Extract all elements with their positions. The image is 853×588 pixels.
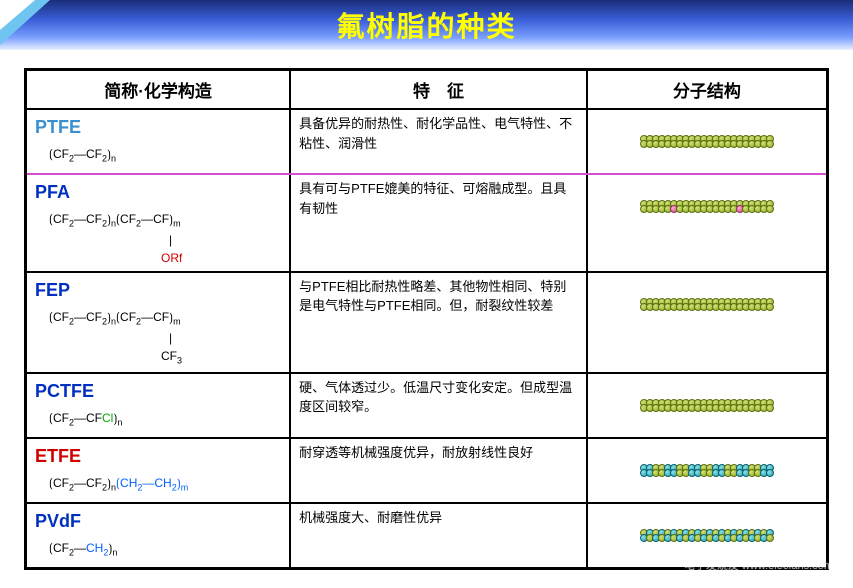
cell-feature: 耐穿透等机械强度优异，耐放射线性良好 xyxy=(290,438,587,503)
content-area: 简称·化学构造 特 征 分子结构 PTFE⟮CF2—CF2⟯n具备优异的耐热性、… xyxy=(0,50,853,580)
page-title: 氟树脂的种类 xyxy=(336,5,516,45)
cell-structure: PTFE⟮CF2—CF2⟯n xyxy=(26,109,291,174)
cell-molecule xyxy=(587,373,828,438)
corner-accent-white xyxy=(0,0,35,30)
header-structure: 简称·化学构造 xyxy=(26,70,291,110)
cell-structure: ETFE⟮CF2—CF2⟯n⟮CH2—CH2⟯m xyxy=(26,438,291,503)
cell-feature: 硬、气体透过少。低温尺寸变化安定。但成型温度区间较窄。 xyxy=(290,373,587,438)
resin-table: 简称·化学构造 特 征 分子结构 PTFE⟮CF2—CF2⟯n具备优异的耐热性、… xyxy=(24,68,829,570)
cell-feature: 与PTFE相比耐热性略差、其他物性相同、特别是电气特性与PTFE相同。但，耐裂纹… xyxy=(290,272,587,373)
cell-structure: FEP⟮CF2—CF2⟯n⟮CF2—CF⟯m|CF3 xyxy=(26,272,291,373)
title-bar: 氟树脂的种类 xyxy=(0,0,853,50)
cell-feature: 具有可与PTFE媲美的特征、可熔融成型。且具有韧性 xyxy=(290,174,587,272)
cell-molecule xyxy=(587,438,828,503)
cell-molecule xyxy=(587,174,828,272)
cell-feature: 机械强度大、耐磨性优异 xyxy=(290,503,587,569)
cell-structure: PCTFE⟮CF2—CFCl⟯n xyxy=(26,373,291,438)
header-molecule: 分子结构 xyxy=(587,70,828,110)
cell-structure: PFA⟮CF2—CF2⟯n⟮CF2—CF⟯m|ORf xyxy=(26,174,291,272)
cell-molecule xyxy=(587,109,828,174)
watermark: 电子发烧友 www.elecfans.com xyxy=(684,557,833,573)
cell-feature: 具备优异的耐热性、耐化学品性、电气特性、不粘性、润滑性 xyxy=(290,109,587,174)
cell-structure: PVdF⟮CF2—CH2⟯n xyxy=(26,503,291,569)
cell-molecule xyxy=(587,272,828,373)
header-feature: 特 征 xyxy=(290,70,587,110)
